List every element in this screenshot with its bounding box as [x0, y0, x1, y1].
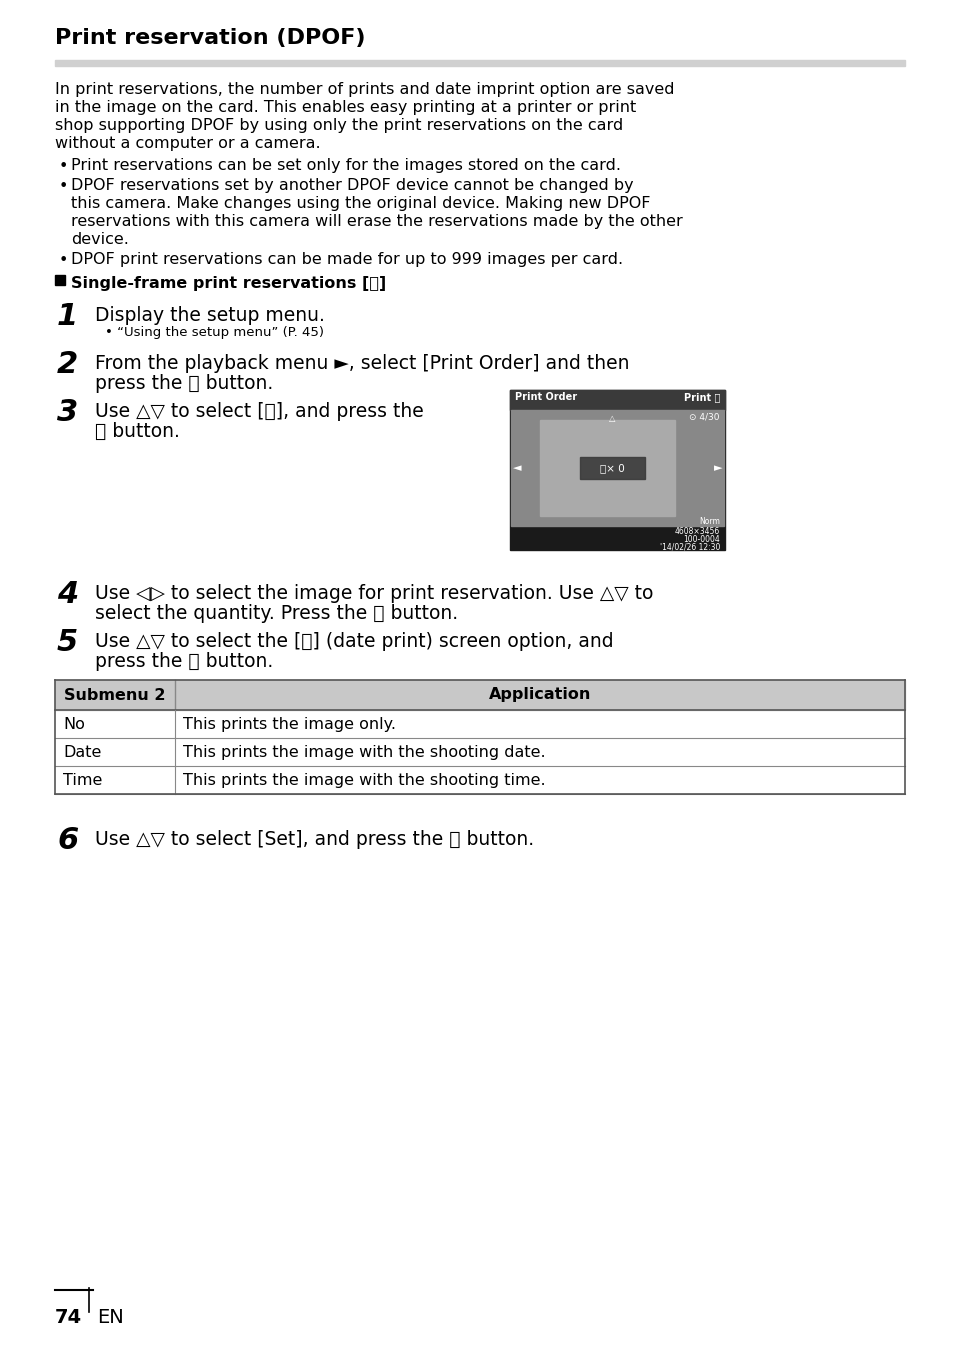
Text: 4608×3456: 4608×3456: [674, 527, 720, 537]
Text: 2: 2: [57, 350, 78, 379]
Text: 3: 3: [57, 398, 78, 426]
Text: Print reservations can be set only for the images stored on the card.: Print reservations can be set only for t…: [71, 157, 620, 174]
Text: This prints the image with the shooting date.: This prints the image with the shooting …: [183, 745, 545, 760]
Text: No: No: [63, 717, 85, 732]
Text: Use △▽ to select the [⏰] (date print) screen option, and: Use △▽ to select the [⏰] (date print) sc…: [95, 632, 613, 651]
Text: Date: Date: [63, 745, 101, 760]
Bar: [55, 681, 904, 710]
Text: press the ⓞ button.: press the ⓞ button.: [95, 652, 273, 671]
Text: in the image on the card. This enables easy printing at a printer or print: in the image on the card. This enables e…: [55, 100, 636, 116]
Text: Single-frame print reservations [␤]: Single-frame print reservations [␤]: [71, 276, 386, 291]
Text: EN: EN: [97, 1307, 124, 1328]
Text: 4: 4: [57, 580, 78, 609]
Bar: [539, 420, 675, 516]
Text: this camera. Make changes using the original device. Making new DPOF: this camera. Make changes using the orig…: [71, 196, 650, 211]
Text: shop supporting DPOF by using only the print reservations on the card: shop supporting DPOF by using only the p…: [55, 118, 622, 133]
Bar: [510, 390, 724, 550]
Text: ⊙ 4/30: ⊙ 4/30: [689, 412, 720, 421]
Bar: [511, 410, 723, 526]
Text: DPOF reservations set by another DPOF device cannot be changed by: DPOF reservations set by another DPOF de…: [71, 178, 633, 192]
Bar: [55, 274, 65, 285]
Text: device.: device.: [71, 231, 129, 247]
Text: Use △▽ to select [Set], and press the ⓞ button.: Use △▽ to select [Set], and press the ⓞ …: [95, 830, 534, 849]
Text: Use △▽ to select [␤], and press the: Use △▽ to select [␤], and press the: [95, 402, 423, 421]
Text: From the playback menu ►, select [Print Order] and then: From the playback menu ►, select [Print …: [95, 354, 629, 373]
Text: ◄: ◄: [513, 463, 521, 473]
Text: Print Order: Print Order: [515, 391, 577, 402]
Text: This prints the image only.: This prints the image only.: [183, 717, 395, 732]
Text: DPOF print reservations can be made for up to 999 images per card.: DPOF print reservations can be made for …: [71, 252, 622, 268]
Text: Submenu 2: Submenu 2: [64, 687, 166, 702]
Text: •: •: [59, 159, 69, 174]
Text: 6: 6: [57, 826, 78, 855]
Bar: [55, 61, 904, 66]
Text: ␤× 0: ␤× 0: [599, 463, 623, 473]
Text: Time: Time: [63, 773, 102, 788]
Text: Application: Application: [488, 687, 591, 702]
Text: •: •: [59, 179, 69, 194]
Text: • “Using the setup menu” (P. 45): • “Using the setup menu” (P. 45): [105, 325, 324, 339]
Text: Print ⓞ: Print ⓞ: [683, 391, 720, 402]
Text: 74: 74: [55, 1307, 82, 1328]
Text: Display the setup menu.: Display the setup menu.: [95, 307, 325, 325]
Text: reservations with this camera will erase the reservations made by the other: reservations with this camera will erase…: [71, 214, 682, 229]
Text: Norm: Norm: [699, 516, 720, 526]
Text: This prints the image with the shooting time.: This prints the image with the shooting …: [183, 773, 545, 788]
Text: select the quantity. Press the ⓞ button.: select the quantity. Press the ⓞ button.: [95, 604, 457, 623]
Text: In print reservations, the number of prints and date imprint option are saved: In print reservations, the number of pri…: [55, 82, 674, 97]
Text: Print reservation (DPOF): Print reservation (DPOF): [55, 28, 365, 48]
Text: 5: 5: [57, 628, 78, 656]
Bar: [510, 390, 724, 410]
Text: •: •: [59, 253, 69, 268]
Text: Use ◁▷ to select the image for print reservation. Use △▽ to: Use ◁▷ to select the image for print res…: [95, 584, 653, 603]
Text: ⓞ button.: ⓞ button.: [95, 422, 180, 441]
Text: 1: 1: [57, 303, 78, 331]
Text: ►: ►: [713, 463, 721, 473]
Text: press the ⓞ button.: press the ⓞ button.: [95, 374, 273, 393]
Text: △: △: [608, 414, 615, 422]
Text: '14/02/26 12:30: '14/02/26 12:30: [659, 543, 720, 551]
Text: 100-0004: 100-0004: [682, 535, 720, 543]
Bar: [579, 457, 644, 479]
Text: without a computer or a camera.: without a computer or a camera.: [55, 136, 320, 151]
